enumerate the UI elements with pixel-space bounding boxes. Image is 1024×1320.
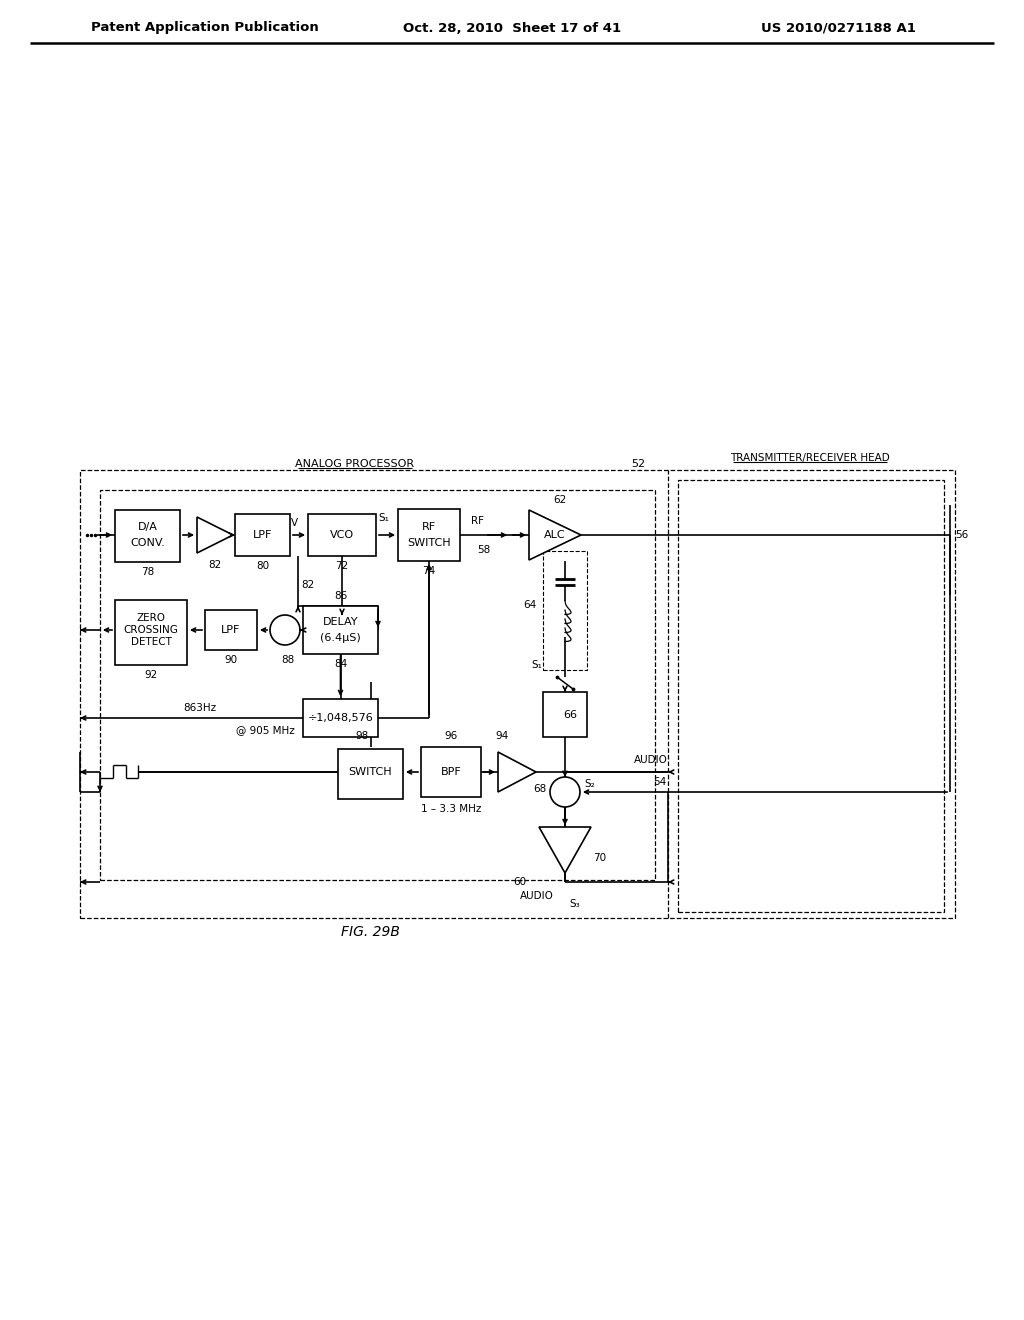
Circle shape (550, 777, 580, 807)
Bar (303, 606, 378, 653)
Text: 68: 68 (534, 784, 547, 795)
Text: 96: 96 (444, 731, 458, 741)
Text: TRANSMITTER/RECEIVER HEAD: TRANSMITTER/RECEIVER HEAD (730, 453, 890, 463)
Text: D/A: D/A (137, 521, 158, 532)
Text: US 2010/0271188 A1: US 2010/0271188 A1 (761, 21, 915, 34)
Text: (6.4μS): (6.4μS) (321, 634, 360, 643)
Text: 88: 88 (282, 655, 295, 665)
Text: 82: 82 (208, 560, 221, 570)
Text: ZERO: ZERO (136, 612, 166, 623)
Text: V: V (291, 517, 298, 528)
Text: Patent Application Publication: Patent Application Publication (91, 21, 318, 34)
Text: 78: 78 (141, 568, 155, 577)
Text: S₁: S₁ (531, 660, 543, 671)
Text: AUDIO: AUDIO (520, 891, 554, 902)
Text: 863Hz: 863Hz (183, 704, 216, 713)
Bar (100, 490, 655, 880)
Bar (115, 601, 187, 665)
Text: 58: 58 (477, 545, 490, 554)
Bar (115, 510, 180, 562)
Text: SWITCH: SWITCH (349, 767, 392, 777)
Text: RF: RF (471, 516, 484, 525)
Bar (543, 692, 587, 737)
Text: 84: 84 (334, 659, 347, 669)
Bar (678, 480, 944, 912)
Text: 1 – 3.3 MHz: 1 – 3.3 MHz (421, 804, 481, 814)
Bar (543, 550, 587, 671)
Text: DETECT: DETECT (131, 638, 171, 647)
Text: 74: 74 (422, 566, 435, 576)
Text: 66: 66 (563, 710, 577, 719)
Text: CROSSING: CROSSING (124, 624, 178, 635)
Text: 62: 62 (553, 495, 566, 506)
Circle shape (270, 615, 300, 645)
Text: AUDIO: AUDIO (634, 755, 668, 766)
Text: LPF: LPF (221, 624, 241, 635)
Text: S₃: S₃ (569, 899, 581, 909)
Text: 92: 92 (144, 671, 158, 680)
Bar (234, 513, 290, 556)
Bar (205, 610, 257, 649)
Text: @ 905 MHz: @ 905 MHz (236, 725, 294, 735)
Text: ANALOG PROCESSOR: ANALOG PROCESSOR (296, 459, 415, 469)
Text: BPF: BPF (440, 767, 462, 777)
Text: 72: 72 (336, 561, 348, 572)
Text: 80: 80 (256, 561, 269, 572)
Text: 82: 82 (301, 579, 314, 590)
Polygon shape (197, 517, 233, 553)
Bar (303, 700, 378, 737)
Text: ÷1,048,576: ÷1,048,576 (307, 713, 374, 723)
Bar (338, 748, 403, 799)
Text: SWITCH: SWITCH (408, 539, 451, 548)
Polygon shape (498, 752, 536, 792)
Bar (308, 513, 376, 556)
Polygon shape (539, 828, 591, 873)
Bar (421, 747, 481, 797)
Text: 64: 64 (523, 601, 537, 610)
Text: 70: 70 (594, 853, 606, 863)
Polygon shape (529, 510, 581, 560)
Bar (80, 470, 955, 917)
Text: 90: 90 (224, 655, 238, 665)
Text: VCO: VCO (330, 531, 354, 540)
Text: 94: 94 (496, 731, 509, 741)
Text: S₂: S₂ (585, 779, 595, 789)
Text: 86: 86 (334, 591, 347, 601)
Text: 52: 52 (631, 459, 645, 469)
Text: 98: 98 (356, 731, 369, 741)
Text: ALC: ALC (544, 531, 566, 540)
Text: S₁: S₁ (379, 513, 389, 523)
Bar (398, 510, 460, 561)
Text: 60: 60 (513, 876, 526, 887)
Text: Oct. 28, 2010  Sheet 17 of 41: Oct. 28, 2010 Sheet 17 of 41 (402, 21, 622, 34)
Text: LPF: LPF (253, 531, 272, 540)
Text: DELAY: DELAY (323, 616, 358, 627)
Text: FIG. 29B: FIG. 29B (341, 925, 399, 939)
Text: 54: 54 (653, 777, 667, 787)
Text: 56: 56 (955, 531, 969, 540)
Text: RF: RF (422, 521, 436, 532)
Text: CONV.: CONV. (130, 539, 165, 548)
